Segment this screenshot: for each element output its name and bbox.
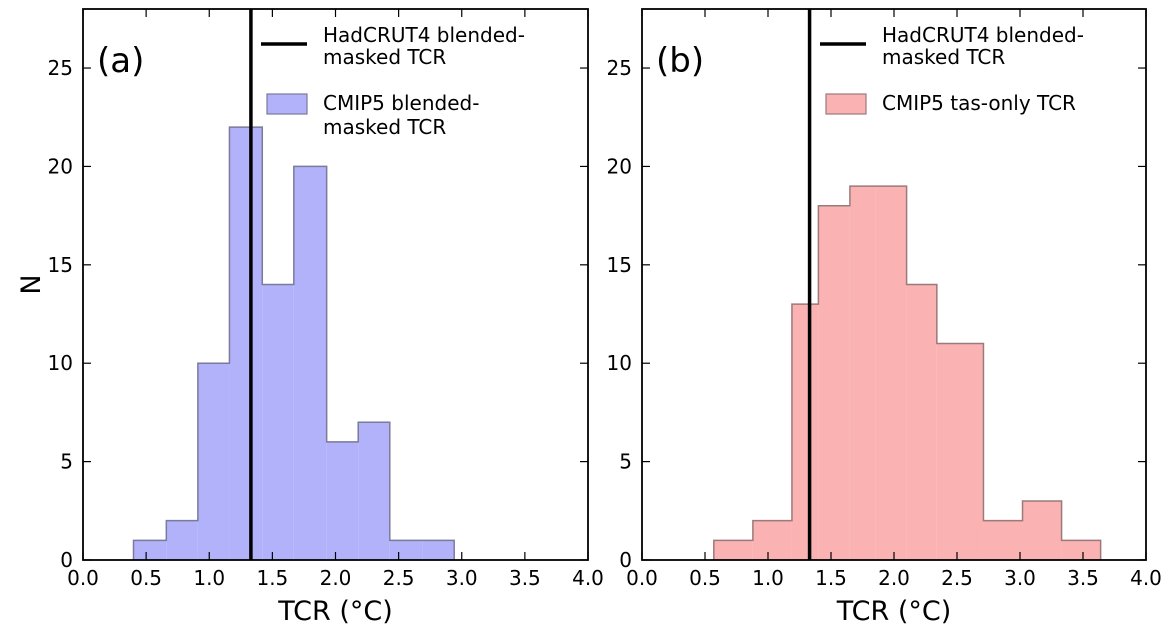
x-tick-label: 4.0: [1130, 566, 1162, 590]
x-tick-label: 2.5: [383, 566, 415, 590]
histogram-bar: [752, 520, 792, 560]
x-tick-label: 1.5: [256, 566, 288, 590]
y-tick-label: 15: [48, 253, 73, 277]
legend-label: masked TCR: [323, 115, 446, 139]
legend-patch-swatch: [266, 93, 308, 115]
x-tick-label: 3.5: [1067, 566, 1099, 590]
legend-label: HadCRUT4 blended-: [323, 23, 525, 47]
histogram-bar: [713, 540, 753, 560]
histogram-bar: [936, 343, 984, 560]
y-tick-label: 10: [48, 351, 73, 375]
x-tick-label: 3.0: [446, 566, 478, 590]
y-tick-label: 25: [607, 56, 632, 80]
x-tick-label: 2.0: [878, 566, 910, 590]
histogram-bar: [358, 422, 390, 560]
histogram-outline: [132, 126, 455, 560]
x-tick-label: 1.0: [193, 566, 225, 590]
x-tick-label: 0.5: [130, 566, 162, 590]
x-tick-label: 0.5: [689, 566, 721, 590]
x-axis-label: TCR (°C): [277, 596, 393, 627]
histogram-bar: [906, 284, 937, 560]
y-tick-label: 0: [619, 548, 632, 572]
histogram-bar: [818, 205, 850, 561]
histogram-outline: [713, 185, 1102, 560]
histogram-bar: [1022, 500, 1062, 560]
y-tick-label: 20: [48, 154, 73, 178]
y-axis-label: N: [16, 274, 47, 294]
x-tick-label: 1.5: [815, 566, 847, 590]
x-tick-label: 4.0: [572, 566, 604, 590]
histogram-bar: [849, 186, 876, 560]
y-tick-label: 5: [60, 450, 73, 474]
x-axis-label: TCR (°C): [836, 596, 952, 627]
y-tick-label: 20: [607, 154, 632, 178]
histogram-bar: [197, 363, 230, 560]
legend-label: CMIP5 tas-only TCR: [882, 91, 1076, 115]
histogram-bar: [229, 127, 263, 561]
histogram-bar: [389, 540, 423, 560]
histogram-bar: [166, 520, 198, 560]
y-tick-label: 25: [48, 56, 73, 80]
histogram-bar: [326, 441, 359, 560]
x-tick-label: 2.0: [320, 566, 352, 590]
histogram-bar: [262, 284, 294, 560]
panel-label: (b): [656, 41, 704, 81]
y-tick-label: 5: [619, 450, 632, 474]
histogram-bar: [875, 186, 907, 560]
legend-label: masked TCR: [323, 45, 446, 69]
x-tick-label: 3.0: [1004, 566, 1036, 590]
legend-label: CMIP5 blended-: [323, 91, 479, 115]
x-tick-label: 0.0: [626, 566, 658, 590]
panel-label: (a): [97, 41, 144, 81]
histogram-bar: [791, 304, 819, 560]
y-tick-label: 15: [607, 253, 632, 277]
y-tick-label: 10: [607, 351, 632, 375]
y-tick-label: 0: [60, 548, 73, 572]
histogram-bar: [983, 520, 1023, 560]
x-tick-label: 0.0: [67, 566, 99, 590]
legend-patch-swatch: [825, 93, 867, 115]
histogram-bar: [422, 540, 455, 560]
legend-label: HadCRUT4 blended-: [882, 23, 1084, 47]
histogram-bar: [293, 166, 327, 560]
histogram-bar: [133, 540, 167, 560]
histogram-bar: [1061, 540, 1101, 560]
x-tick-label: 2.5: [941, 566, 973, 590]
x-tick-label: 3.5: [509, 566, 541, 590]
legend-label: masked TCR: [882, 45, 1005, 69]
x-tick-label: 1.0: [752, 566, 784, 590]
